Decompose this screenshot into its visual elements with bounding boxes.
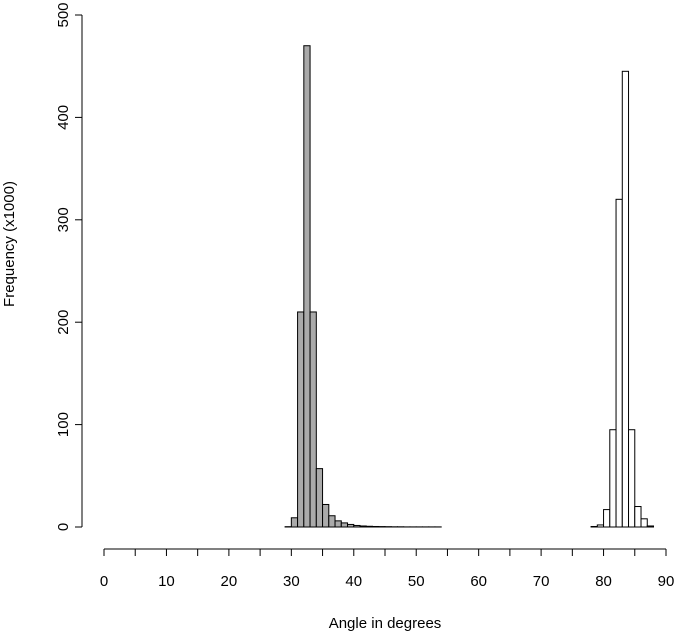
histogram-bar <box>310 312 316 527</box>
histogram-bar <box>341 523 347 527</box>
y-tick-label: 200 <box>55 310 72 335</box>
histogram-bar <box>354 525 360 527</box>
x-tick-label: 70 <box>533 573 550 590</box>
y-tick-label: 300 <box>55 207 72 232</box>
histogram-bar <box>335 521 341 527</box>
x-tick-label: 10 <box>158 573 175 590</box>
histogram-bar <box>597 525 603 527</box>
x-tick-label: 60 <box>470 573 487 590</box>
x-tick-label: 50 <box>408 573 425 590</box>
x-tick-label: 40 <box>345 573 362 590</box>
histogram-bar <box>373 526 379 527</box>
histogram-bar <box>291 518 297 527</box>
histogram-bar <box>647 526 653 527</box>
histogram-bar <box>323 504 329 527</box>
y-tick-label: 0 <box>55 523 72 531</box>
histogram-bar <box>316 469 322 527</box>
histogram-bar <box>360 526 366 527</box>
x-tick-label: 90 <box>658 573 675 590</box>
y-tick-label: 100 <box>55 412 72 437</box>
histogram-bar <box>635 507 641 527</box>
x-tick-label: 30 <box>283 573 300 590</box>
x-tick-label: 20 <box>221 573 238 590</box>
y-tick-label: 400 <box>55 105 72 130</box>
histogram-bar <box>616 199 622 527</box>
x-axis-label: Angle in degrees <box>329 615 442 632</box>
histogram-bar <box>304 46 310 527</box>
y-axis-label: Frequency (x1000) <box>1 181 18 307</box>
histogram-bar <box>629 430 635 527</box>
histogram-bar <box>641 519 647 527</box>
histogram-bar <box>348 524 354 527</box>
y-tick-label: 500 <box>55 2 72 27</box>
histogram-bar <box>366 526 372 527</box>
histogram-bar <box>604 510 610 527</box>
histogram-bar <box>329 516 335 527</box>
x-tick-label: 80 <box>595 573 612 590</box>
histogram-bar <box>622 71 628 527</box>
histogram-bar <box>610 430 616 527</box>
x-tick-label: 0 <box>100 573 108 590</box>
histogram-bar <box>298 312 304 527</box>
histogram-bar <box>591 526 597 527</box>
